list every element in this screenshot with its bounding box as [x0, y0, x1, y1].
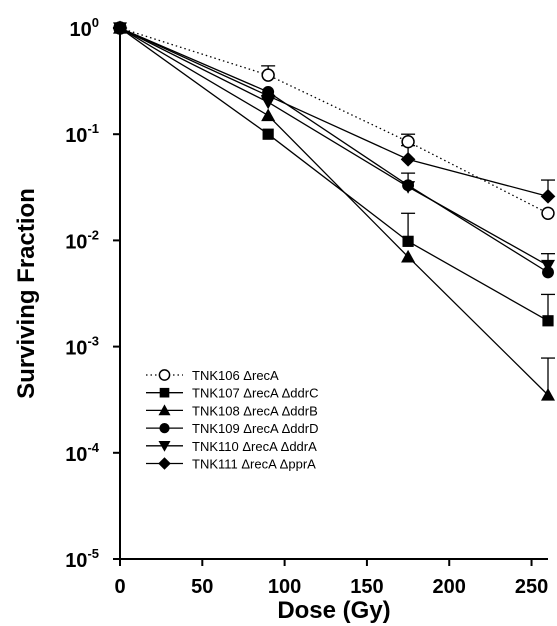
- y-tick-exponent: -1: [87, 121, 99, 136]
- data-point: [260, 88, 276, 104]
- y-tick-label: 10-1: [65, 121, 99, 147]
- data-point: [541, 259, 555, 273]
- series-line: [119, 27, 549, 273]
- y-tick-label: 10-4: [65, 440, 100, 466]
- x-axis-title: Dose (Gy): [277, 597, 390, 624]
- y-tick-base: 10: [65, 231, 87, 253]
- y-tick-label: 100: [70, 15, 99, 41]
- y-tick-base: 10: [65, 125, 87, 147]
- x-tick-label: 150: [350, 576, 383, 598]
- data-point: [541, 206, 555, 220]
- data-point: [112, 20, 128, 36]
- y-tick-base: 10: [70, 19, 92, 41]
- y-tick-label: 10-3: [65, 334, 99, 360]
- data-point: [401, 181, 416, 194]
- y-tick-label: 10-2: [65, 227, 99, 253]
- y-tick-base: 10: [65, 550, 87, 572]
- legend-marker: [158, 441, 171, 452]
- legend-marker: [159, 423, 170, 434]
- legend-label: TNK111 ΔrecA ΔpprA: [192, 457, 316, 472]
- y-tick-exponent: -5: [87, 546, 99, 561]
- x-tick-label: 250: [515, 576, 548, 598]
- series-line: [119, 27, 549, 267]
- data-point: [401, 134, 415, 149]
- legend-label: TNK107 ΔrecA ΔddrC: [192, 386, 318, 401]
- data-point: [400, 151, 416, 167]
- x-tick-label: 100: [268, 576, 301, 598]
- data-point: [262, 128, 274, 140]
- tick-marks: [113, 27, 533, 566]
- series-line: [119, 27, 549, 322]
- data-point: [261, 108, 276, 122]
- legend-label: TNK108 ΔrecA ΔddrB: [192, 403, 318, 418]
- legend-label: TNK109 ΔrecA ΔddrD: [192, 421, 318, 436]
- series-lines: [119, 27, 549, 396]
- y-tick-exponent: -4: [87, 440, 99, 455]
- legend-marker: [158, 457, 171, 470]
- series-line: [119, 27, 549, 214]
- y-tick-label: 10-5: [65, 546, 99, 572]
- x-tick-label: 200: [433, 576, 466, 598]
- data-point: [540, 188, 556, 204]
- axes: [119, 28, 548, 560]
- data-point: [402, 235, 414, 247]
- series-line: [119, 27, 549, 197]
- error-bars: [261, 65, 555, 396]
- data-point: [542, 315, 554, 327]
- x-tick-label: 50: [191, 576, 213, 598]
- series-line: [119, 27, 549, 396]
- y-tick-exponent: -3: [87, 334, 99, 349]
- legend-marker: [158, 404, 171, 416]
- legend-label: TNK106 ΔrecA: [192, 368, 279, 383]
- data-markers: [112, 20, 556, 401]
- data-point: [261, 68, 275, 82]
- legend-marker: [158, 369, 171, 381]
- y-tick-base: 10: [65, 444, 87, 466]
- y-tick-exponent: 0: [92, 15, 99, 30]
- y-tick-base: 10: [65, 338, 87, 360]
- data-point: [401, 249, 416, 263]
- data-point: [541, 388, 555, 401]
- y-axis-title: Surviving Fraction: [13, 188, 40, 399]
- y-tick-exponent: -2: [87, 227, 99, 242]
- x-tick-label: 0: [114, 576, 125, 598]
- legend-label: TNK110 ΔrecA ΔddrA: [192, 439, 317, 454]
- legend: TNK106 ΔrecA TNK107 ΔrecA ΔddrC TNK108 Δre…: [146, 368, 318, 472]
- legend-marker: [159, 387, 170, 398]
